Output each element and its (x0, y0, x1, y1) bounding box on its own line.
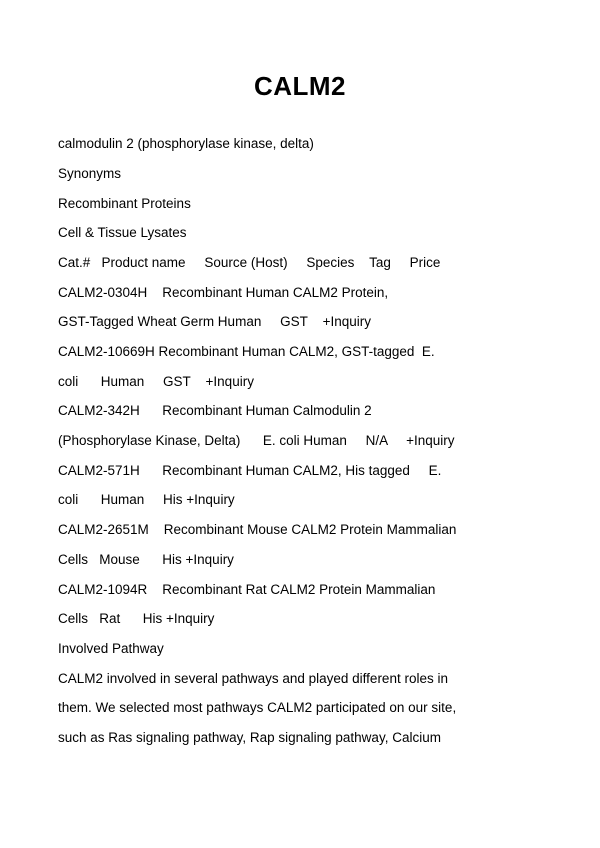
text-line: CALM2 involved in several pathways and p… (58, 664, 542, 694)
text-line: Cell & Tissue Lysates (58, 218, 542, 248)
text-line: CALM2-342H Recombinant Human Calmodulin … (58, 396, 542, 426)
text-line: Synonyms (58, 159, 542, 189)
text-line: them. We selected most pathways CALM2 pa… (58, 693, 542, 723)
text-line: GST-Tagged Wheat Germ Human GST +Inquiry (58, 307, 542, 337)
text-line: (Phosphorylase Kinase, Delta) E. coli Hu… (58, 426, 542, 456)
text-line: CALM2-571H Recombinant Human CALM2, His … (58, 456, 542, 486)
text-line: coli Human His +Inquiry (58, 485, 542, 515)
text-line: CALM2-1094R Recombinant Rat CALM2 Protei… (58, 575, 542, 605)
page-title: CALM2 (58, 58, 542, 115)
text-line: calmodulin 2 (phosphorylase kinase, delt… (58, 129, 542, 159)
text-line: Cat.# Product name Source (Host) Species… (58, 248, 542, 278)
text-line: Cells Mouse His +Inquiry (58, 545, 542, 575)
text-line: such as Ras signaling pathway, Rap signa… (58, 723, 542, 753)
document-body: calmodulin 2 (phosphorylase kinase, delt… (58, 129, 542, 752)
text-line: Cells Rat His +Inquiry (58, 604, 542, 634)
text-line: CALM2-2651M Recombinant Mouse CALM2 Prot… (58, 515, 542, 545)
text-line: CALM2-10669H Recombinant Human CALM2, GS… (58, 337, 542, 367)
text-line: Recombinant Proteins (58, 189, 542, 219)
text-line: Involved Pathway (58, 634, 542, 664)
text-line: CALM2-0304H Recombinant Human CALM2 Prot… (58, 278, 542, 308)
text-line: coli Human GST +Inquiry (58, 367, 542, 397)
